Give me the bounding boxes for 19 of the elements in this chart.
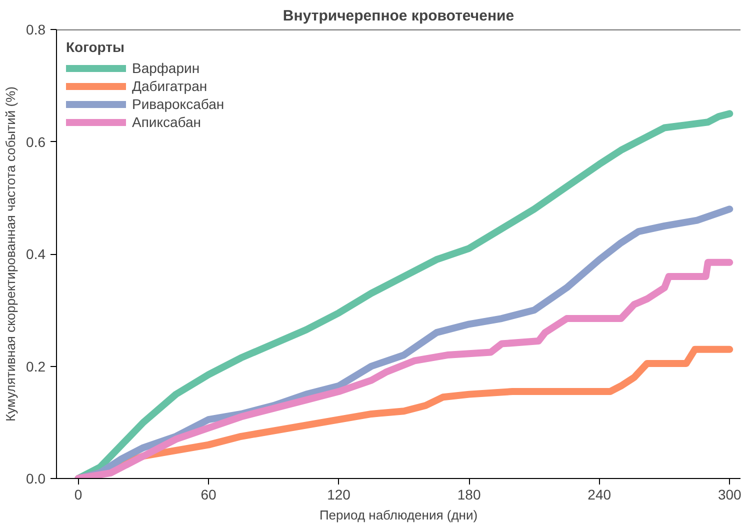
y-tick-label: 0.2 (26, 358, 46, 374)
y-tick-label: 0.8 (26, 22, 46, 38)
x-tick-label: 120 (327, 486, 351, 502)
y-tick-label: 0.0 (26, 470, 46, 486)
legend-label: Ривароксабан (132, 96, 224, 112)
chart-title: Внутричерепное кровотечение (282, 8, 514, 24)
y-tick-label: 0.4 (26, 246, 46, 262)
legend-label: Дабигатран (132, 78, 208, 94)
y-tick-label: 0.6 (26, 134, 46, 150)
x-tick-label: 240 (588, 486, 612, 502)
legend-title: Когорты (66, 39, 126, 55)
x-tick-label: 300 (718, 486, 742, 502)
legend-label: Апиксабан (132, 114, 202, 130)
x-tick-label: 60 (200, 486, 216, 502)
x-tick-label: 180 (457, 486, 481, 502)
x-tick-label: 0 (74, 486, 82, 502)
legend-label: Варфарин (132, 60, 200, 76)
y-axis-title: Кумулятивная скорректированная частота событий (%) (3, 86, 18, 422)
x-axis-title: Период наблюдения (дни) (319, 508, 478, 522)
